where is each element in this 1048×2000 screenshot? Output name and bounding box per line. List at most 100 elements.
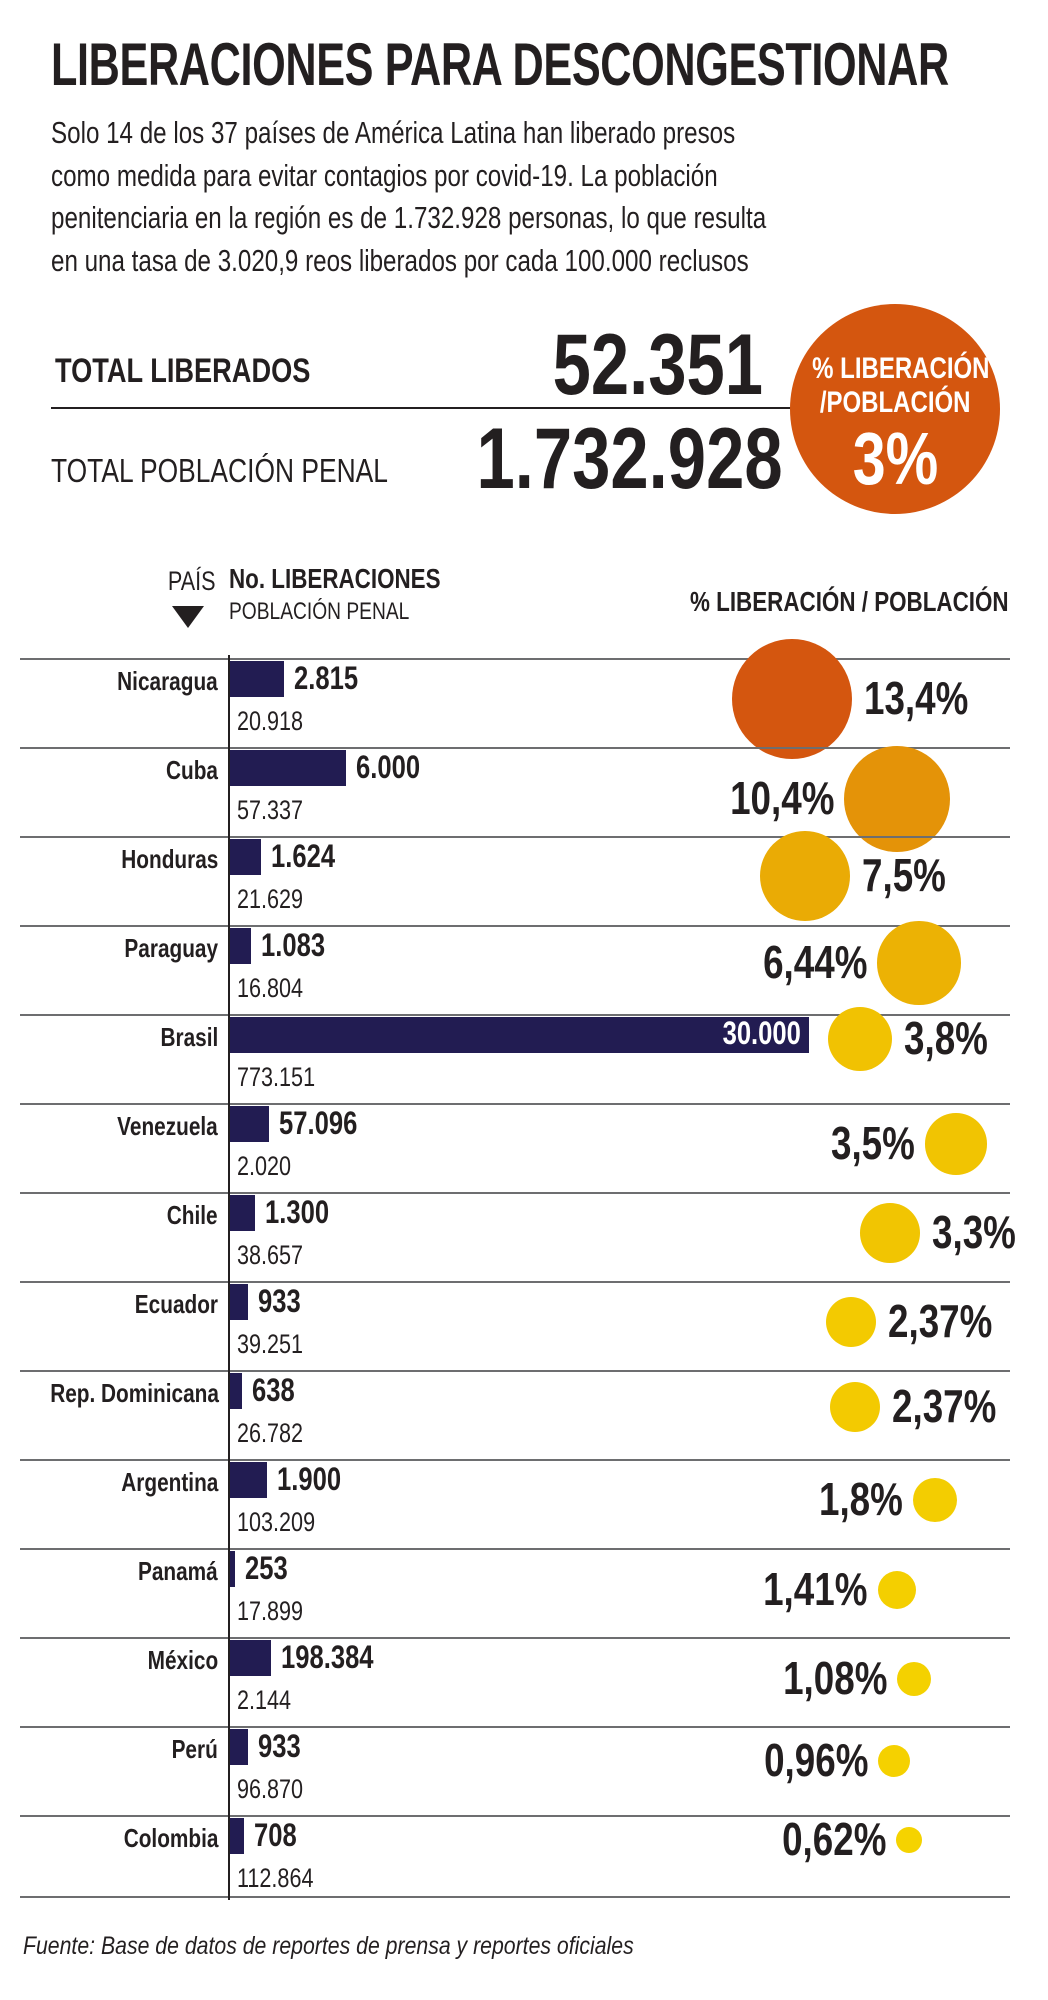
- country-name: Nicaragua: [117, 666, 218, 696]
- percentage-bubble: [896, 1827, 922, 1853]
- bar: [230, 1017, 809, 1053]
- percentage-bubble: [829, 1381, 881, 1433]
- liberaciones-value: 6.000: [355, 749, 420, 785]
- country-name: Honduras: [120, 844, 218, 874]
- row-divider: [20, 1192, 1010, 1194]
- ratio-value: 3%: [852, 417, 938, 500]
- liberaciones-value: 2.815: [294, 660, 359, 696]
- header-porcentaje: % LIBERACIÓN / POBLACIÓN: [690, 586, 1009, 617]
- percentage-label: 1,41%: [763, 1563, 868, 1615]
- percentage-label: 7,5%: [861, 849, 946, 901]
- bar: [230, 1106, 269, 1142]
- bar: [230, 750, 346, 786]
- country-name: Ecuador: [134, 1289, 218, 1319]
- liberaciones-value: 198.384: [281, 1639, 374, 1675]
- liberaciones-value: 57.096: [278, 1105, 358, 1141]
- percentage-bubble: [925, 1113, 987, 1175]
- row-divider: [20, 1281, 1010, 1283]
- row-divider: [20, 836, 1010, 838]
- intro-line: penitenciaria en la región es de 1.732.9…: [51, 200, 767, 235]
- liberaciones-value: 253: [244, 1550, 288, 1586]
- row-divider: [20, 1548, 1010, 1550]
- poblacion-value: 39.251: [237, 1329, 304, 1359]
- percentage-label: 3,8%: [903, 1012, 988, 1064]
- percentage-label: 1,08%: [782, 1652, 887, 1704]
- bar: [230, 1640, 272, 1676]
- bar: [230, 1729, 248, 1765]
- country-name: Chile: [167, 1200, 218, 1230]
- percentage-bubble: [732, 639, 852, 759]
- poblacion-value: 20.918: [237, 706, 304, 736]
- percentage-label: 3,5%: [831, 1117, 916, 1169]
- liberaciones-value: 30.000: [722, 1015, 801, 1051]
- total-liberados-label: TOTAL LIBERADOS: [55, 352, 311, 390]
- percentage-label: 2,37%: [888, 1295, 993, 1347]
- liberaciones-value: 933: [258, 1283, 301, 1319]
- bar-axis: [228, 655, 230, 1900]
- intro-line: como medida para evitar contagios por co…: [51, 157, 718, 193]
- percentage-label: 13,4%: [864, 672, 969, 724]
- row-divider: [20, 1637, 1010, 1639]
- liberaciones-value: 1.900: [276, 1461, 341, 1497]
- bar: [230, 661, 285, 697]
- total-poblacion-value: 1.732.928: [476, 411, 783, 507]
- percentage-bubble: [913, 1478, 957, 1522]
- country-name: Rep. Dominicana: [50, 1378, 219, 1408]
- percentage-label: 6,44%: [763, 936, 868, 988]
- percentage-label: 2,37%: [892, 1380, 997, 1432]
- liberaciones-value: 1.624: [271, 838, 336, 874]
- ratio-label-1: % LIBERACIÓN: [812, 352, 990, 385]
- bar: [230, 928, 251, 964]
- country-name: Perú: [171, 1734, 218, 1764]
- row-divider: [20, 1014, 1010, 1016]
- poblacion-value: 773.151: [237, 1062, 316, 1092]
- bar: [230, 1373, 243, 1409]
- ratio-label-2: /POBLACIÓN: [819, 386, 971, 419]
- bar: [230, 1818, 244, 1854]
- header-pais: PAÍS: [168, 566, 216, 596]
- totals-divider: [51, 407, 791, 409]
- percentage-label: 1,8%: [819, 1473, 904, 1525]
- poblacion-value: 103.209: [237, 1507, 316, 1537]
- country-name: Brasil: [160, 1022, 218, 1052]
- poblacion-value: 57.337: [237, 795, 304, 825]
- intro-line: Solo 14 de los 37 países de América Lati…: [51, 115, 736, 150]
- intro-line: en una tasa de 3.020,9 reos liberados po…: [51, 242, 749, 278]
- poblacion-value: 38.657: [237, 1240, 304, 1270]
- row-divider: [20, 1726, 1010, 1728]
- bar: [230, 1551, 235, 1587]
- percentage-bubble: [828, 1007, 892, 1071]
- liberaciones-value: 1.300: [265, 1194, 330, 1230]
- percentage-bubble: [860, 1203, 920, 1263]
- source-note: Fuente: Base de datos de reportes de pre…: [23, 1932, 634, 1960]
- row-divider: [20, 1815, 1010, 1817]
- row-divider: [20, 1370, 1010, 1372]
- row-divider: [20, 1459, 1010, 1461]
- row-divider: [20, 1896, 1010, 1898]
- bar: [230, 1195, 256, 1231]
- country-name: Cuba: [166, 755, 218, 785]
- bar: [230, 1462, 267, 1498]
- percentage-label: 3,3%: [931, 1206, 1016, 1258]
- poblacion-value: 112.864: [237, 1863, 314, 1893]
- percentage-label: 0,62%: [781, 1813, 887, 1865]
- ratio-circle: % LIBERACIÓN /POBLACIÓN 3%: [790, 304, 1000, 514]
- intro-paragraph: Solo 14 de los 37 países de América Lati…: [51, 112, 968, 282]
- row-divider: [20, 747, 1010, 749]
- poblacion-value: 21.629: [237, 884, 304, 914]
- country-name: Venezuela: [117, 1111, 218, 1141]
- bar: [230, 839, 262, 875]
- country-name: Paraguay: [124, 933, 218, 963]
- triangle-down-icon: [172, 606, 204, 628]
- country-name: Colombia: [123, 1823, 218, 1853]
- percentage-bubble: [844, 746, 950, 852]
- total-liberados-value: 52.351: [552, 317, 764, 413]
- poblacion-value: 16.804: [237, 973, 304, 1003]
- percentage-bubble: [877, 1570, 917, 1610]
- liberaciones-value: 1.083: [260, 927, 325, 963]
- poblacion-value: 96.870: [237, 1774, 304, 1804]
- liberaciones-value: 708: [253, 1817, 297, 1853]
- row-divider: [20, 1103, 1010, 1105]
- percentage-bubble: [877, 1744, 911, 1778]
- header-poblacion: POBLACIÓN PENAL: [229, 598, 410, 625]
